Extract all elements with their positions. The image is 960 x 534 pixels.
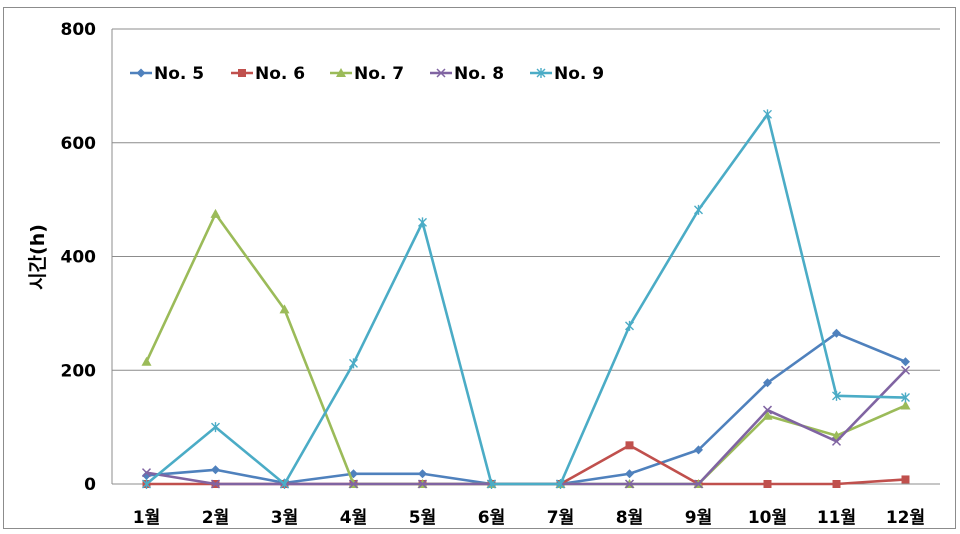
data-point [901,357,910,367]
legend-marker [336,68,346,77]
grid-layer [112,28,940,371]
data-point [142,479,151,489]
data-point [901,392,910,403]
data-point [280,479,289,489]
data-point [694,204,703,215]
series-line [146,331,906,486]
data-point [418,469,427,479]
data-point [211,465,220,475]
x-tick-label: 5월 [409,508,436,528]
data-point [417,479,428,489]
legend-label: No. 6 [255,64,305,84]
data-point [762,410,773,420]
legend-label: No. 7 [354,64,404,84]
data-point [763,109,772,120]
y-tick-label: 200 [61,361,97,381]
data-point [141,356,152,366]
y-tick-label: 0 [84,475,96,495]
data-point [210,479,221,489]
y-tick-label: 600 [61,134,97,154]
legend-label: No. 9 [554,64,604,84]
x-tick-label: 11월 [817,508,856,528]
legend: No. 5 No. 6 No. 7 No. 8 No. 9 [130,64,604,84]
x-tick-label: 3월 [271,508,298,528]
x-tick-label: 12월 [886,508,925,528]
legend-label: No. 5 [154,64,204,84]
data-point [624,479,635,489]
axis-layer: 0 200 400 600 800 1월 2월 3월 4월 5월 6월 7월 8월 9월 10월 11월 12월 [61,20,940,528]
data-point [900,400,911,410]
data-point [832,480,841,488]
series-5 [142,109,910,489]
x-tick-label: 7월 [547,508,574,528]
legend-marker [436,68,446,78]
x-tick-label: 8월 [616,508,643,528]
series-3 [141,208,911,488]
y-axis-label: 시간(h) [27,224,49,290]
series-line [145,113,906,486]
legend-item: No. 6 [231,64,305,84]
series-line [145,212,907,486]
chart-frame [3,7,956,529]
data-point [279,304,290,314]
y-tick-label: 800 [61,20,97,40]
legend-item: No. 9 [530,64,604,84]
data-point [348,479,359,489]
data-point [625,441,634,450]
data-point [211,422,220,433]
data-point [556,479,565,489]
x-tick-label: 4월 [340,508,367,528]
data-point [625,469,634,479]
data-point [762,405,773,415]
data-point [141,468,152,478]
y-tick-label: 400 [61,248,97,268]
legend-item: No. 5 [130,64,204,84]
data-point [210,208,221,218]
data-point [901,475,910,484]
legend-label: No. 8 [454,64,504,84]
data-point [349,358,358,369]
legend-marker [536,68,546,78]
data-point [625,320,634,331]
series-4 [141,365,911,489]
data-point [763,480,772,488]
data-point [418,217,427,228]
data-point [900,365,911,375]
data-point [763,378,772,388]
legend-item: No. 8 [430,64,504,84]
data-point [832,328,841,338]
series-line [146,369,907,486]
data-point [694,445,703,455]
x-tick-label: 1월 [133,508,160,528]
x-tick-label: 9월 [685,508,712,528]
legend-marker [238,69,246,77]
series-2 [142,441,910,488]
series-layer [141,109,911,489]
legend-item: No. 7 [330,64,404,84]
x-tick-label: 10월 [748,508,787,528]
data-point [831,436,842,446]
data-point [487,479,496,489]
data-point [832,390,841,401]
data-point [693,479,704,489]
legend-marker [136,68,146,78]
x-tick-label: 2월 [202,508,229,528]
x-tick-label: 6월 [478,508,505,528]
series-1 [142,328,910,489]
